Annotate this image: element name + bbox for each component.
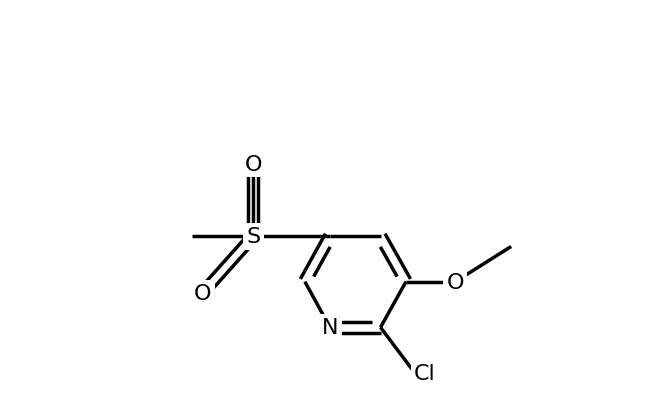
Text: N: N [322, 317, 338, 337]
Text: Cl: Cl [414, 363, 436, 383]
Text: O: O [447, 272, 464, 292]
Text: S: S [246, 227, 260, 247]
Text: O: O [194, 283, 211, 303]
Text: O: O [244, 154, 262, 174]
